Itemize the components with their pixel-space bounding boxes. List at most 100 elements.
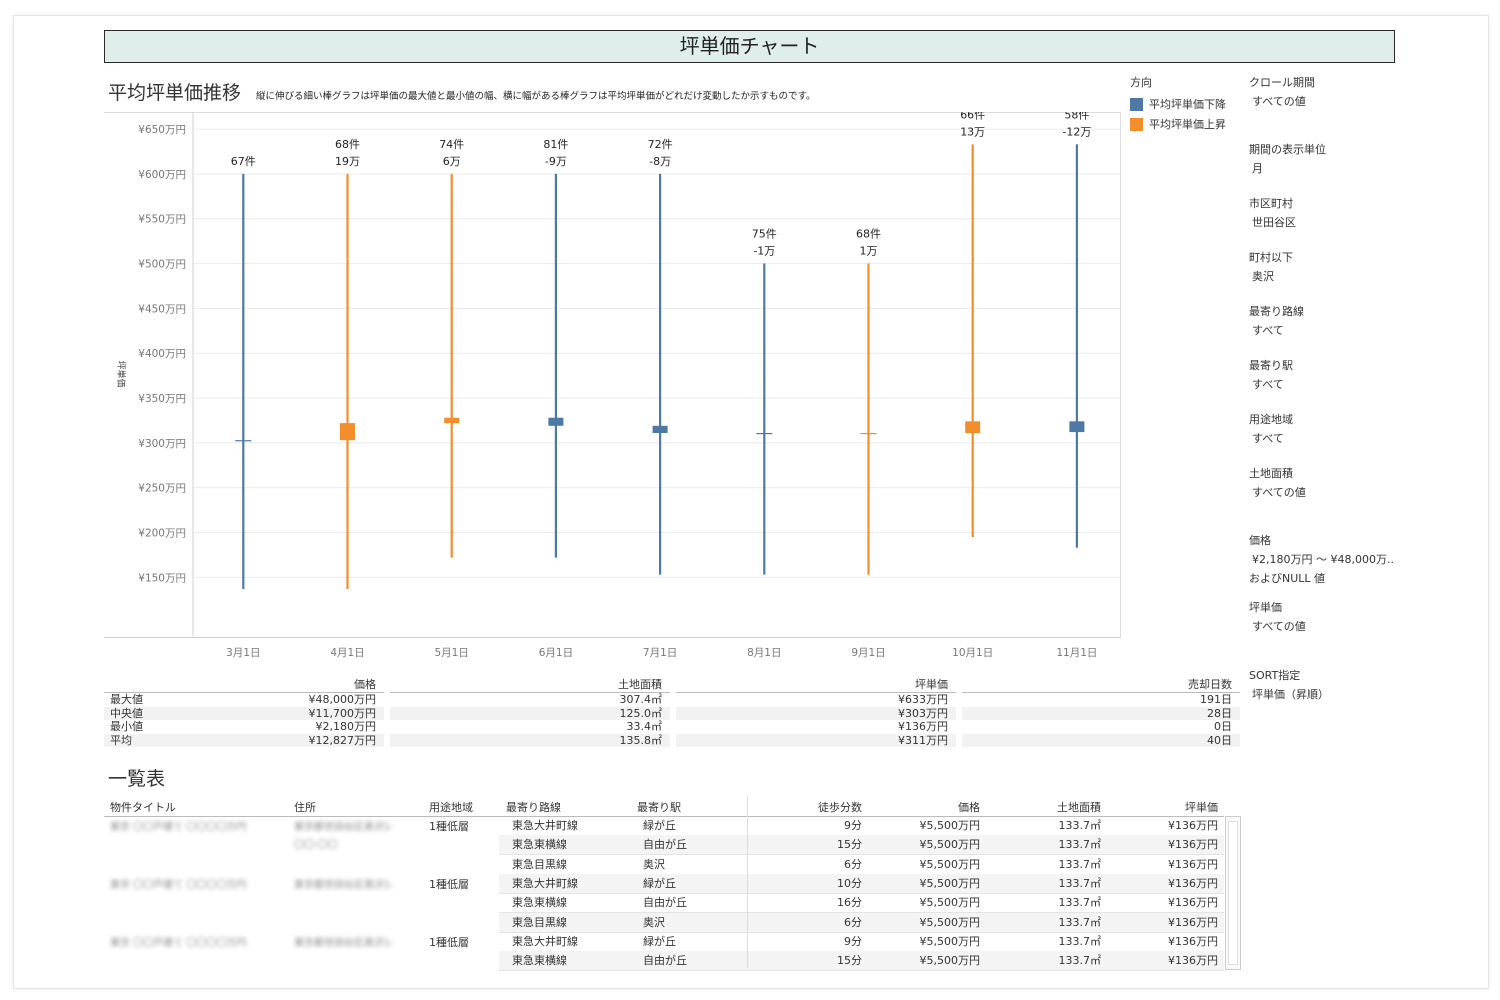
filter-value[interactable]: 奥沢 <box>1252 270 1274 283</box>
y-tick-label: ¥550万円 <box>138 214 186 226</box>
change-label: 6万 <box>443 155 461 168</box>
stats-row-min: 最小値 ¥2,180万円 <box>104 720 384 734</box>
area-cell: 133.7㎡ <box>1058 915 1102 929</box>
line-cell: 東急東横線 <box>512 896 567 910</box>
filter-price[interactable]: 価格 ¥2,180万円 ～ ¥48,000万.. およびNULL 値 <box>1249 532 1394 586</box>
filter-value[interactable]: 世田谷区 <box>1252 216 1296 229</box>
filter-value[interactable]: 月 <box>1252 162 1263 175</box>
table-row[interactable]: 東急東横線 自由が丘 15分 ¥5,500万円 133.7㎡ ¥136万円 <box>499 835 1224 856</box>
stats-price: 価格 最大値 ¥48,000万円 中央値 ¥11,700万円 最小値 ¥2,180万円… <box>104 676 384 747</box>
stats-row-label: 最大値 <box>110 693 143 706</box>
filter-land-area[interactable]: 土地面積 すべての値 <box>1249 465 1306 500</box>
filter-value[interactable]: すべての値 <box>1252 486 1306 499</box>
stats-value: ¥136万円 <box>898 720 948 733</box>
count-label: 67件 <box>231 155 256 168</box>
column-header[interactable]: 最寄り駅 <box>637 801 681 814</box>
y-tick-label: ¥300万円 <box>138 438 186 450</box>
walk-cell: 9分 <box>844 934 862 948</box>
change-label: -8万 <box>649 155 671 168</box>
column-header[interactable]: 用途地域 <box>429 801 473 814</box>
property-title[interactable]: 東京 〇〇戸建て 〇〇〇〇万円 <box>110 879 247 891</box>
filter-value[interactable]: すべて <box>1252 324 1284 337</box>
table-row[interactable]: 東急大井町線 緑が丘 9分 ¥5,500万円 133.7㎡ ¥136万円 <box>499 816 1224 836</box>
legend-title: 方向 <box>1130 76 1152 89</box>
line-cell: 東急大井町線 <box>512 819 578 832</box>
change-label: 19万 <box>335 155 360 168</box>
count-label: 66件 <box>960 112 985 121</box>
x-tick-label: 6月1日 <box>539 647 573 659</box>
column-header[interactable]: 物件タイトル <box>110 801 176 814</box>
station-cell: 奥沢 <box>643 915 665 929</box>
zoning-cell: 1種低層 <box>429 935 469 949</box>
table-row[interactable]: 東急東横線 自由が丘 16分 ¥5,500万円 133.7㎡ ¥136万円 <box>499 893 1224 914</box>
walk-cell: 16分 <box>837 896 862 910</box>
property-title[interactable]: 東京 〇〇戸建て 〇〇〇〇万円 <box>110 937 247 949</box>
column-header[interactable]: 価格 <box>958 801 980 814</box>
average-change-bar <box>340 423 355 441</box>
filter-value[interactable]: 坪単価（昇順） <box>1252 688 1329 701</box>
legend-label-down: 平均坪単価下降 <box>1149 98 1226 111</box>
station-cell: 緑が丘 <box>643 934 676 948</box>
column-header[interactable]: 徒歩分数 <box>818 801 862 814</box>
average-change-bar <box>235 440 252 442</box>
stats-value: ¥311万円 <box>898 733 948 747</box>
area-cell: 133.7㎡ <box>1058 934 1102 948</box>
column-header[interactable]: 坪単価 <box>1185 801 1218 814</box>
filter-town[interactable]: 町村以下 奥沢 <box>1249 249 1293 284</box>
filter-city[interactable]: 市区町村 世田谷区 <box>1249 195 1296 230</box>
stats-row-max: ¥633万円 <box>676 693 956 707</box>
line-cell: 東急東横線 <box>512 838 567 852</box>
filter-nearest-line[interactable]: 最寄り路線 すべて <box>1249 303 1304 338</box>
column-header[interactable]: 土地面積 <box>1057 801 1101 814</box>
filter-crawl-period[interactable]: クロール期間 すべての値 <box>1249 74 1315 109</box>
filter-value[interactable]: すべての値 <box>1252 95 1306 108</box>
filter-nearest-station[interactable]: 最寄り駅 すべて <box>1249 357 1293 392</box>
unit-price-cell: ¥136万円 <box>1168 838 1218 852</box>
station-cell: 緑が丘 <box>643 876 676 890</box>
table-row[interactable]: 東急目黒線 奥沢 6分 ¥5,500万円 133.7㎡ ¥136万円 <box>499 855 1224 875</box>
legend-item-up[interactable]: 平均坪単価上昇 <box>1130 114 1226 134</box>
filter-label: SORT指定 <box>1249 669 1301 682</box>
legend-item-down[interactable]: 平均坪単価下降 <box>1130 94 1226 114</box>
line-cell: 東急目黒線 <box>512 915 567 929</box>
filter-label: 坪単価 <box>1249 601 1282 614</box>
scrollbar-thumb[interactable] <box>1228 821 1238 965</box>
average-change-bar <box>652 425 668 433</box>
filter-value[interactable]: すべての値 <box>1252 620 1306 633</box>
zoning-cell: 1種低層 <box>429 877 469 891</box>
filter-period-unit[interactable]: 期間の表示単位 月 <box>1249 141 1326 176</box>
average-change-bar <box>548 417 564 426</box>
filter-unit-price[interactable]: 坪単価 すべての値 <box>1249 599 1306 634</box>
filter-label: 価格 <box>1249 534 1271 547</box>
change-label: 13万 <box>960 125 985 138</box>
property-title[interactable]: 東京 〇〇戸建て 〇〇〇〇万円 <box>110 822 247 833</box>
filter-value[interactable]: ¥2,180万円 ～ ¥48,000万.. <box>1252 553 1394 566</box>
x-tick-label: 10月1日 <box>952 647 993 659</box>
filter-sort[interactable]: SORT指定 坪単価（昇順） <box>1249 667 1329 702</box>
stats-row-avg: 135.8㎡ <box>390 733 670 747</box>
y-axis-label: 坪単価 <box>115 360 127 387</box>
stats-header-unit-price: 坪単価 <box>676 676 956 693</box>
stats-row-min: ¥136万円 <box>676 720 956 734</box>
stats-days-to-sell: 売却日数 191日 28日 0日 40日 <box>962 676 1240 747</box>
filter-value[interactable]: すべて <box>1252 378 1284 391</box>
table-row[interactable]: 東急大井町線 緑が丘 9分 ¥5,500万円 133.7㎡ ¥136万円 <box>499 932 1224 952</box>
table-row[interactable]: 東急目黒線 奥沢 6分 ¥5,500万円 133.7㎡ ¥136万円 <box>499 912 1224 933</box>
price-cell: ¥5,500万円 <box>919 857 981 871</box>
price-cell: ¥5,500万円 <box>919 915 981 929</box>
filter-zoning[interactable]: 用途地域 すべて <box>1249 411 1293 446</box>
price-chart[interactable]: ¥150万円 ¥200万円 ¥250万円 ¥300万円 ¥350万円 ¥400万円 ¥450… <box>104 112 1134 672</box>
filter-label: 土地面積 <box>1249 467 1293 480</box>
column-header[interactable]: 住所 <box>294 801 316 814</box>
legend[interactable]: 方向 平均坪単価下降 平均坪単価上昇 <box>1130 74 1226 134</box>
table-scrollbar[interactable] <box>1225 816 1241 970</box>
property-list-table[interactable]: 物件タイトル 住所 用途地域 最寄り路線 最寄り駅 徒歩分数 価格 土地面積 坪単価 東京 〇〇… <box>104 796 1224 972</box>
price-cell: ¥5,500万円 <box>919 954 981 968</box>
table-row[interactable]: 東急大井町線 緑が丘 10分 ¥5,500万円 133.7㎡ ¥136万円 <box>499 873 1224 894</box>
column-header[interactable]: 最寄り路線 <box>506 801 561 814</box>
filter-value[interactable]: すべて <box>1252 432 1284 445</box>
stats-value: ¥633万円 <box>898 693 948 706</box>
table-row[interactable]: 東急東横線 自由が丘 15分 ¥5,500万円 133.7㎡ ¥136万円 <box>499 951 1224 972</box>
x-tick-label: 4月1日 <box>330 647 364 659</box>
y-tick-label: ¥400万円 <box>138 348 186 360</box>
